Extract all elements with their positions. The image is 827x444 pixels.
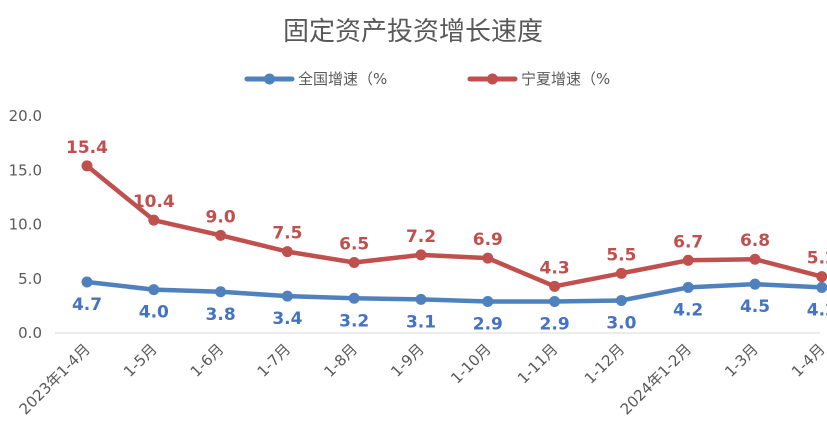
- data-label: 4.2: [673, 300, 703, 320]
- data-point: [482, 252, 494, 264]
- data-label: 9.0: [206, 207, 236, 227]
- data-point: [148, 214, 160, 226]
- y-tick-label: 5.0: [18, 270, 42, 288]
- legend-label-ningxia: 宁夏增速（%: [521, 70, 610, 88]
- data-label: 3.0: [606, 313, 636, 333]
- y-tick-label: 20.0: [9, 107, 42, 125]
- data-point: [348, 256, 360, 268]
- data-label: 2.9: [473, 315, 503, 335]
- data-point: [615, 294, 627, 306]
- legend: 全国增速（% 宁夏增速（%: [244, 70, 610, 88]
- x-tick-label: 1-10月: [447, 340, 494, 387]
- data-label: 3.8: [206, 305, 236, 325]
- data-point: [415, 293, 427, 305]
- data-label: 6.5: [339, 234, 369, 254]
- data-label: 7.2: [406, 227, 436, 247]
- data-point: [482, 296, 494, 308]
- legend-marker-ningxia: [487, 73, 498, 85]
- data-label: 4.0: [139, 303, 169, 323]
- data-label: 7.5: [272, 224, 302, 244]
- x-tick-label: 1-5月: [120, 340, 161, 381]
- data-label: 3.4: [272, 309, 302, 329]
- data-label: 6.9: [473, 230, 503, 250]
- data-label: 3.2: [339, 311, 369, 331]
- chart-title: 固定资产投资增长速度: [283, 17, 543, 47]
- data-point: [816, 281, 827, 293]
- x-tick-label: 2023年1-4月: [16, 340, 94, 418]
- data-label: 3.1: [406, 312, 436, 332]
- data-point: [281, 246, 293, 258]
- data-label: 15.4: [66, 138, 108, 158]
- series-national: 4.7 4.0 3.8 3.4 3.2 3.1 2.9 2.9 3.0 4.2 4.5 4.2: [72, 276, 827, 335]
- data-label: 4.2: [807, 300, 827, 320]
- y-tick-label: 10.0: [9, 216, 42, 234]
- data-point: [549, 296, 561, 308]
- legend-marker-national: [264, 73, 275, 85]
- data-point: [81, 276, 93, 288]
- data-label: 4.7: [72, 295, 102, 315]
- data-label: 6.7: [673, 232, 703, 252]
- series-line: [84, 279, 825, 304]
- x-tick-label: 1-8月: [320, 340, 361, 381]
- data-label: 6.8: [740, 231, 770, 251]
- x-tick-label: 2024年1-2月: [617, 340, 695, 418]
- x-tick-label: 1-11月: [514, 340, 561, 387]
- legend-item-ningxia: 宁夏增速（%: [467, 70, 610, 88]
- plot-area: 4.7 4.0 3.8 3.4 3.2 3.1 2.9 2.9 3.0 4.2 4.5 4.2 15.4…: [66, 138, 827, 335]
- data-point: [281, 290, 293, 302]
- y-tick-label: 0.0: [18, 324, 42, 342]
- data-label: 2.9: [540, 315, 570, 335]
- data-label: 5.2: [807, 249, 827, 269]
- data-label: 10.4: [133, 192, 175, 212]
- data-point: [682, 281, 694, 293]
- series-line: [84, 163, 825, 289]
- legend-label-national: 全国增速（%: [298, 70, 387, 88]
- data-point: [215, 286, 227, 298]
- series-ningxia: 15.4 10.4 9.0 7.5 6.5 7.2 6.9 4.3 5.5 6.7 6.8 5.2: [66, 138, 827, 292]
- x-tick-label: 1-7月: [254, 340, 295, 381]
- data-point: [81, 160, 93, 172]
- legend-item-national: 全国增速（%: [244, 70, 387, 88]
- data-point: [415, 249, 427, 261]
- x-tick-label: 1-3月: [721, 340, 762, 381]
- data-point: [215, 229, 227, 241]
- x-tick-label: 1-6月: [187, 340, 228, 381]
- data-point: [749, 253, 761, 265]
- data-label: 5.5: [606, 245, 636, 265]
- data-point: [816, 271, 827, 283]
- data-point: [549, 280, 561, 292]
- data-point: [148, 284, 160, 296]
- x-tick-label: 1-4月: [788, 340, 827, 381]
- y-axis: 0.0 5.0 10.0 15.0 20.0: [9, 107, 42, 342]
- x-tick-label: 1-9月: [387, 340, 428, 381]
- y-tick-label: 15.0: [9, 161, 42, 179]
- data-point: [615, 267, 627, 279]
- data-point: [682, 254, 694, 266]
- data-point: [348, 292, 360, 304]
- x-axis: 2023年1-4月 1-5月 1-6月 1-7月 1-8月 1-9月 1-10月 1-11月 1…: [16, 332, 827, 418]
- x-tick-label: 1-12月: [581, 340, 628, 387]
- data-point: [749, 278, 761, 290]
- data-label: 4.3: [540, 258, 570, 278]
- data-label: 4.5: [740, 297, 770, 317]
